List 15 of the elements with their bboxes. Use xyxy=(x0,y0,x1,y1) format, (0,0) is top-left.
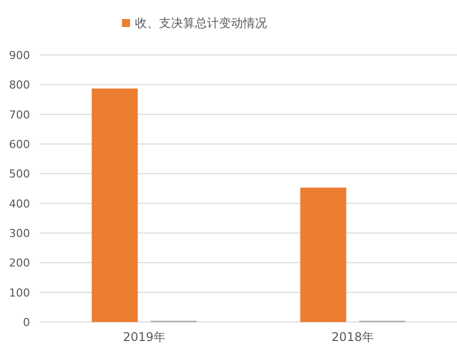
y-tick-label: 0 xyxy=(23,316,30,329)
bar xyxy=(92,88,138,322)
y-tick-label: 500 xyxy=(9,168,30,181)
y-tick-label: 800 xyxy=(9,78,30,92)
y-tick-label: 300 xyxy=(9,227,30,240)
x-tick-label: 2018年 xyxy=(331,330,374,344)
legend-label: 收、支决算总计变动情况 xyxy=(135,16,267,30)
bar xyxy=(300,188,346,322)
y-tick-label: 400 xyxy=(9,197,30,210)
y-tick-label: 600 xyxy=(9,138,30,151)
y-tick-label: 200 xyxy=(9,256,30,270)
y-tick-label: 900 xyxy=(9,49,30,62)
x-tick-label: 2019年 xyxy=(122,330,166,344)
y-tick-label: 700 xyxy=(9,108,30,122)
y-tick-label: 100 xyxy=(9,286,30,300)
